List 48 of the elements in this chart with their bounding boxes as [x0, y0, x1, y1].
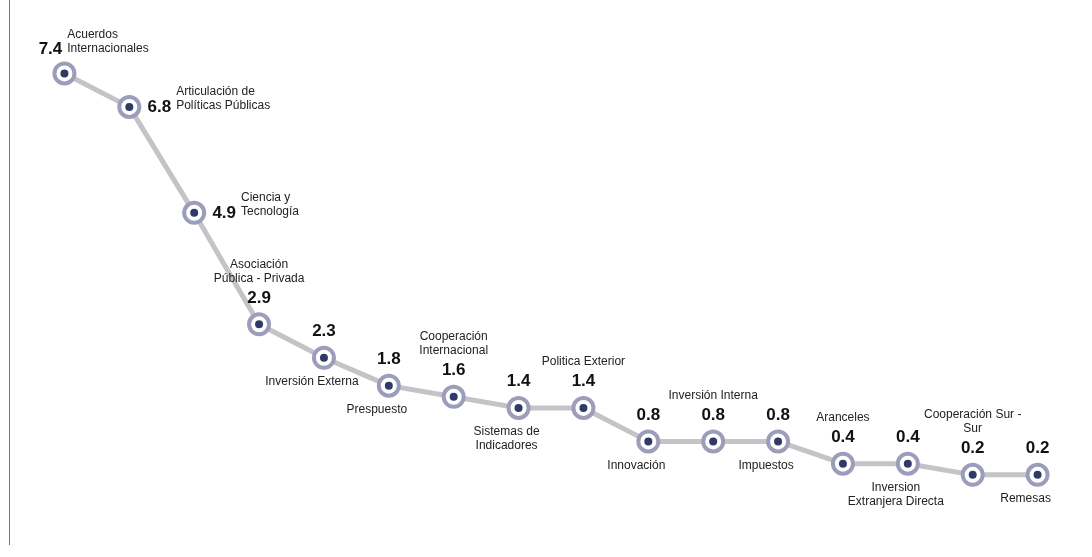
- point: [376, 373, 401, 398]
- annotation: Asociación Pública - Privada: [213, 256, 305, 285]
- point: [1025, 462, 1050, 487]
- point: [895, 451, 920, 476]
- point: [441, 384, 466, 409]
- data-label: 4.9: [212, 202, 237, 222]
- annotation: Cooperación Internacional: [419, 329, 489, 358]
- text: Remesas: [1000, 491, 1051, 506]
- data-label: 0.8: [636, 404, 661, 424]
- point: [506, 395, 531, 420]
- annotation: Articulación de Políticas Públicas: [176, 84, 271, 113]
- annotation: Cooperación Sur - Sur: [923, 407, 1022, 436]
- point: [636, 429, 661, 454]
- data-label: 0.4: [831, 426, 856, 446]
- point: [182, 200, 207, 225]
- annotation: Impuestos: [738, 457, 794, 472]
- data-label: 0.2: [1025, 438, 1050, 458]
- text: Acuerdos Internacionales: [67, 26, 149, 55]
- data-label: 7.4: [38, 38, 63, 58]
- data-label: 1.6: [441, 359, 466, 379]
- data-label: 6.8: [147, 96, 172, 116]
- annotation: Inversión Interna: [668, 387, 759, 402]
- annotation: Aranceles: [816, 410, 870, 425]
- annotation: Inversión Externa: [265, 374, 359, 389]
- annotation: Innovación: [607, 457, 666, 472]
- annotation: Sistemas de Indicadores: [473, 424, 540, 453]
- point: [247, 312, 272, 337]
- data-label: 2.9: [247, 287, 271, 307]
- data-label: 0.8: [701, 404, 726, 424]
- point: [830, 451, 855, 476]
- point: [960, 462, 985, 487]
- annotation: Prespuesto: [346, 401, 408, 416]
- data-label: 2.3: [312, 320, 336, 340]
- point: [766, 429, 791, 454]
- data-label: 1.4: [571, 371, 596, 391]
- data-label: 1.8: [376, 348, 401, 368]
- data-label: 1.4: [506, 371, 531, 391]
- point: [701, 429, 726, 454]
- annotation: Ciencia y Tecnología: [241, 190, 300, 219]
- data-label: 0.4: [895, 426, 921, 446]
- annotation: Politica Exterior: [541, 354, 626, 369]
- data-label: 0.2: [960, 438, 985, 458]
- point: [311, 345, 336, 370]
- point: [571, 395, 596, 420]
- data-label: 0.8: [766, 404, 790, 424]
- point: [52, 61, 77, 86]
- text: Inversion Extranjera Directa: [847, 480, 945, 509]
- point: [117, 94, 142, 119]
